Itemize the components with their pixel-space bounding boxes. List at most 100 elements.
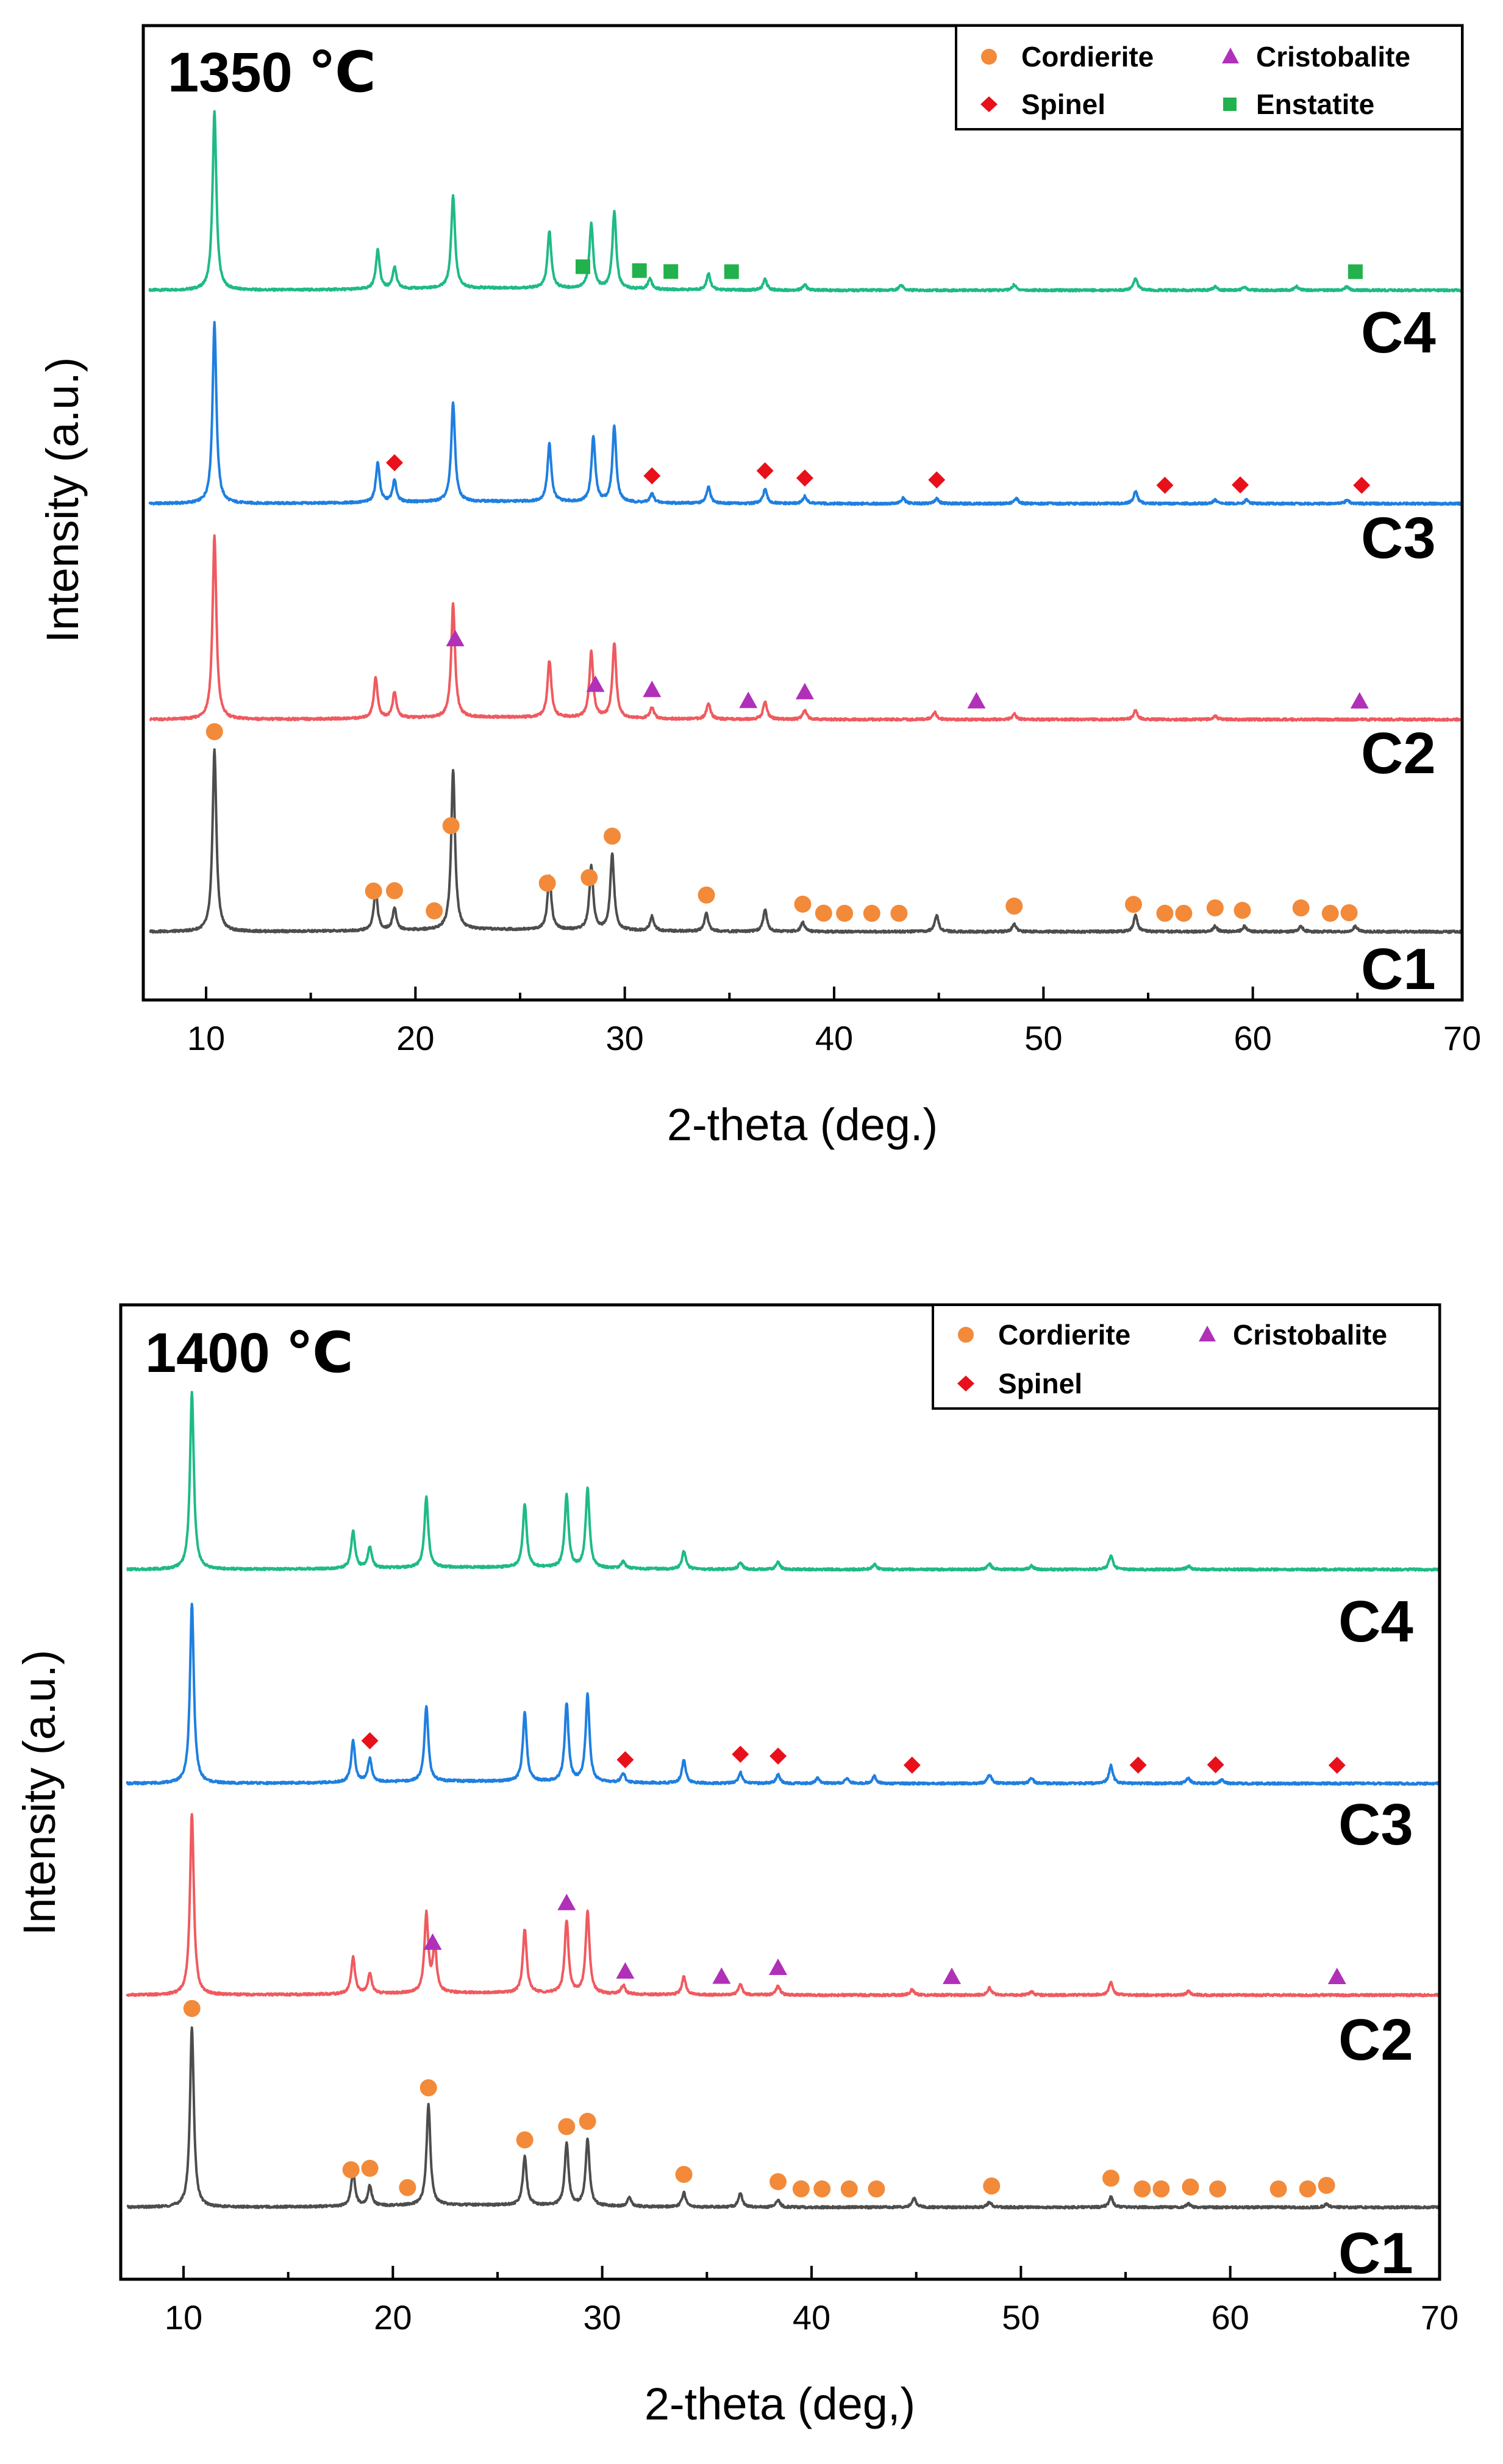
panel-1400: 10 20 30 40 50 60 70 1400 ℃ C4 C3 C2 C1 Cordie… xyxy=(14,1303,1458,2429)
marker-cordierite-1400-13 xyxy=(868,2180,885,2198)
marker-cordierite-1350-14 xyxy=(1005,898,1023,915)
marker-cordierite-1400-16 xyxy=(1133,2180,1151,2198)
sample-label-c1-1350: C1 xyxy=(1361,937,1436,1002)
marker-spinel-1400-3 xyxy=(769,1747,787,1765)
x-tick-label-20-1350: 20 xyxy=(396,1019,434,1057)
marker-cordierite-1400-17 xyxy=(1152,2180,1170,2198)
marker-cordierite-1350-16 xyxy=(1156,904,1174,922)
marker-cordierite-1350-13 xyxy=(890,904,908,922)
legend-1350: Cordierite Cristobalite Spinel Enstatite xyxy=(955,24,1463,130)
series-line-c1-1400 xyxy=(126,2026,1441,2210)
sample-label-c3-1350: C3 xyxy=(1361,505,1436,571)
marker-cordierite-1350-9 xyxy=(794,895,812,913)
legend-label-cordierite-1400: Cordierite xyxy=(998,1319,1130,1351)
x-tick-label-60-1350: 60 xyxy=(1234,1019,1272,1057)
series-line-c2-1350 xyxy=(149,534,1463,722)
marker-cordierite-1350-18 xyxy=(1206,899,1224,916)
series-line-c2-1400 xyxy=(126,1813,1441,1998)
marker-spinel-1350-0 xyxy=(386,454,403,471)
marker-cordierite-1350-10 xyxy=(815,904,832,922)
series-line-c1-1350 xyxy=(149,748,1463,934)
marker-spinel-1350-7 xyxy=(1353,476,1371,494)
plot-frame-1400 xyxy=(119,1303,1441,2281)
marker-cristobalite-1400-2 xyxy=(616,1962,635,1979)
plot-frame-1350 xyxy=(141,24,1464,1002)
marker-cristobalite-1400-0 xyxy=(423,1933,442,1950)
marker-cordierite-1350-7 xyxy=(604,827,621,845)
x-tick-label-70-1350: 70 xyxy=(1443,1019,1481,1057)
sample-label-c3-1400: C3 xyxy=(1338,1792,1413,1857)
marker-cordierite-1350-21 xyxy=(1321,904,1339,922)
marker-cristobalite-1400-3 xyxy=(712,1967,731,1984)
marker-cristobalite-1400-1 xyxy=(557,1893,576,1910)
marker-enstatite-1350-0 xyxy=(576,259,590,274)
marker-cristobalite-1350-1 xyxy=(586,675,605,692)
marker-cordierite-1350-17 xyxy=(1175,904,1193,922)
marker-spinel-1350-1 xyxy=(643,467,661,485)
marker-cristobalite-1350-5 xyxy=(967,691,986,709)
marker-cordierite-1350-0 xyxy=(205,723,223,740)
marker-cordierite-1400-22 xyxy=(1318,2177,1335,2194)
x-tick-label-50-1350: 50 xyxy=(1024,1019,1062,1057)
marker-spinel-1400-6 xyxy=(1207,1756,1224,1774)
legend-marker-cordierite-1400 xyxy=(958,1327,974,1343)
x-tick-label-10-1400: 10 xyxy=(165,2298,202,2337)
panel-1350: 10 20 30 40 50 60 70 1350 ℃ C4 C3 C2 C1 Cordie… xyxy=(37,24,1481,1150)
marker-cristobalite-1350-2 xyxy=(643,680,662,698)
marker-cordierite-1350-6 xyxy=(580,869,598,887)
marker-cordierite-1400-11 xyxy=(813,2180,831,2198)
marker-enstatite-1350-1 xyxy=(632,263,647,278)
marker-cordierite-1400-6 xyxy=(558,2118,576,2135)
marker-cordierite-1400-5 xyxy=(516,2131,534,2149)
marker-cordierite-1400-0 xyxy=(183,1999,201,2017)
legend-marker-enstatite-1350 xyxy=(1223,98,1237,111)
marker-cordierite-1400-10 xyxy=(792,2180,810,2198)
x-axis-title-1400: 2-theta (deg,) xyxy=(644,2379,915,2429)
temperature-label-1400: 1400 ℃ xyxy=(145,1322,354,1384)
marker-cordierite-1400-7 xyxy=(579,2113,596,2130)
marker-spinel-1400-2 xyxy=(732,1746,749,1763)
marker-spinel-1400-0 xyxy=(361,1732,379,1749)
marker-cordierite-1400-8 xyxy=(675,2166,693,2184)
series-line-c4-1400 xyxy=(126,1391,1441,1572)
marker-cordierite-1400-20 xyxy=(1269,2180,1287,2198)
marker-cordierite-1350-12 xyxy=(863,904,880,922)
marker-cristobalite-1400-6 xyxy=(1327,1967,1346,1984)
marker-cristobalite-1350-0 xyxy=(446,629,465,646)
marker-cordierite-1350-15 xyxy=(1124,896,1142,913)
marker-cordierite-1400-9 xyxy=(769,2173,787,2190)
legend-marker-cristobalite-1400 xyxy=(1199,1326,1216,1341)
x-tick-label-30-1350: 30 xyxy=(606,1019,644,1057)
marker-cordierite-1400-19 xyxy=(1209,2180,1227,2198)
x-tick-label-60-1400: 60 xyxy=(1212,2298,1249,2337)
marker-cordierite-1350-3 xyxy=(426,902,443,920)
marker-cordierite-1350-19 xyxy=(1233,901,1251,919)
legend-marker-cordierite-1350 xyxy=(981,49,997,65)
x-tick-label-20-1400: 20 xyxy=(374,2298,412,2337)
sample-label-c2-1400: C2 xyxy=(1338,2007,1413,2073)
marker-cordierite-1400-14 xyxy=(983,2177,1001,2195)
marker-spinel-1400-1 xyxy=(616,1751,634,1769)
legend-marker-spinel-1350 xyxy=(980,96,998,112)
marker-cristobalite-1350-4 xyxy=(795,682,814,699)
marker-spinel-1350-6 xyxy=(1232,476,1249,494)
series-line-c4-1350 xyxy=(148,110,1463,293)
marker-cristobalite-1400-4 xyxy=(769,1958,788,1975)
series-line-c3-1400 xyxy=(126,1602,1441,1786)
marker-cordierite-1400-3 xyxy=(399,2179,416,2196)
marker-cordierite-1350-5 xyxy=(538,874,556,892)
sample-label-c4-1350: C4 xyxy=(1361,300,1436,365)
x-tick-label-40-1400: 40 xyxy=(793,2298,830,2337)
marker-enstatite-1350-2 xyxy=(663,264,679,279)
marker-enstatite-1350-4 xyxy=(1348,264,1363,279)
marker-cordierite-1350-2 xyxy=(386,882,403,899)
marker-cristobalite-1350-6 xyxy=(1350,691,1369,709)
marker-cordierite-1400-1 xyxy=(342,2161,360,2179)
x-tick-label-30-1400: 30 xyxy=(584,2298,621,2337)
legend-box-1350 xyxy=(955,24,1463,130)
legend-label-cristobalite-1350: Cristobalite xyxy=(1256,41,1410,73)
marker-cordierite-1350-1 xyxy=(365,882,382,900)
marker-cordierite-1400-21 xyxy=(1299,2180,1316,2198)
temperature-label-1350: 1350 ℃ xyxy=(168,41,376,104)
